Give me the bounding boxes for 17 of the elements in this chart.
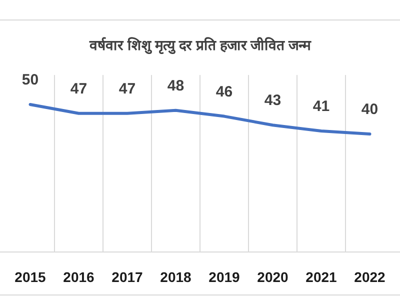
data-label: 41: [312, 98, 330, 116]
data-label: 50: [22, 72, 39, 88]
x-tick-label: 2018: [160, 269, 192, 285]
x-tick-label: 2017: [112, 269, 144, 285]
x-tick-label: 2021: [306, 269, 338, 285]
x-tick-label: 2019: [208, 269, 240, 285]
data-label: 47: [70, 80, 88, 98]
data-label: 47: [118, 80, 136, 98]
chart-title: वर्षवार शिशु मृत्यु दर प्रति हजार जीवित जन्म: [88, 37, 312, 55]
data-label: 46: [216, 83, 233, 100]
data-label: 40: [361, 101, 378, 118]
data-label: 48: [167, 77, 184, 94]
x-tick-label: 2015: [14, 269, 46, 285]
x-tick-label: 2016: [63, 269, 95, 285]
x-tick-label: 2022: [354, 269, 386, 285]
data-label: 43: [264, 92, 282, 110]
x-tick-label: 2020: [257, 269, 289, 285]
